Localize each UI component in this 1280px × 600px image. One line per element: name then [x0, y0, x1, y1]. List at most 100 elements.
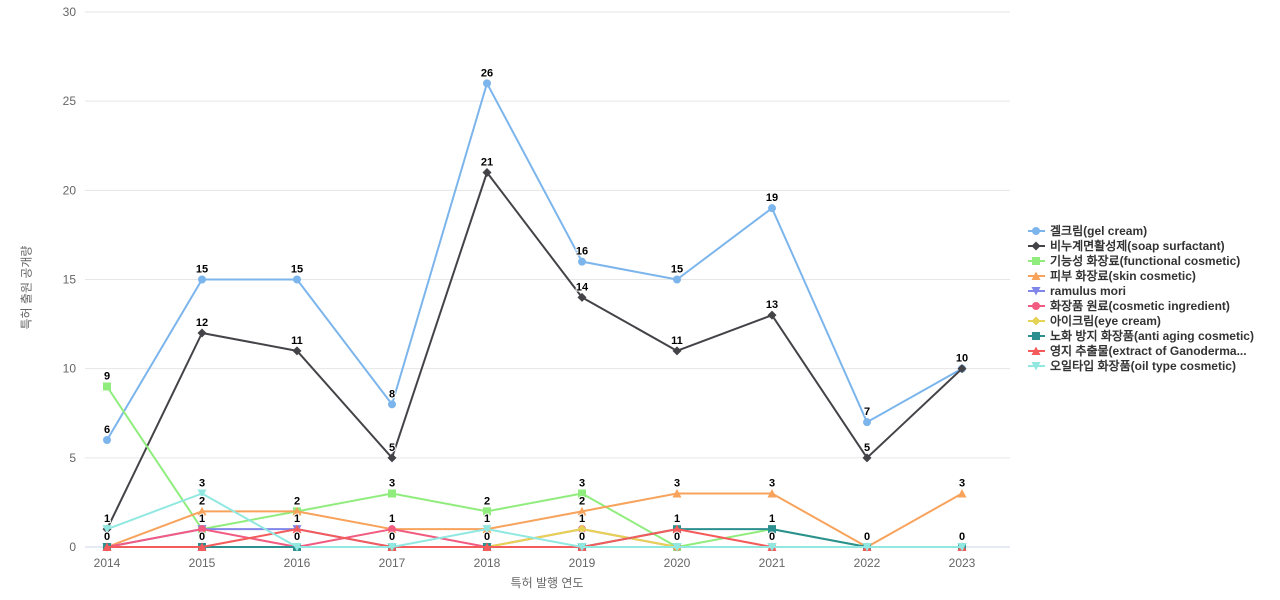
- x-tick-label: 2015: [189, 556, 216, 570]
- data-label: 0: [674, 531, 680, 543]
- diamond-legend-icon: [1028, 316, 1045, 325]
- data-point[interactable]: [862, 453, 872, 463]
- data-point[interactable]: [293, 275, 301, 284]
- series-line-1[interactable]: [106, 171, 963, 530]
- data-label: 1: [674, 513, 680, 525]
- data-point[interactable]: [198, 275, 206, 284]
- data-point[interactable]: [578, 257, 586, 266]
- data-point[interactable]: [957, 489, 967, 498]
- data-point[interactable]: [387, 453, 397, 463]
- data-point[interactable]: [578, 489, 586, 498]
- data-point[interactable]: [577, 292, 587, 302]
- legend-label: 기능성 화장료(functional cosmetic): [1050, 254, 1241, 268]
- data-label: 0: [959, 531, 965, 543]
- data-label: 1: [484, 513, 490, 525]
- circle-legend-icon: [1028, 226, 1045, 235]
- legend-label: 노화 방지 화장품(anti aging cosmetic): [1050, 329, 1254, 343]
- data-point[interactable]: [483, 507, 491, 516]
- data-point[interactable]: [672, 543, 682, 552]
- data-point[interactable]: [577, 524, 587, 534]
- data-point[interactable]: [672, 489, 682, 498]
- series-line-3[interactable]: [106, 492, 963, 548]
- data-point[interactable]: [482, 525, 492, 534]
- data-label: 2: [484, 495, 490, 507]
- data-point[interactable]: [198, 525, 206, 534]
- data-label: 2: [579, 495, 585, 507]
- data-point[interactable]: [482, 168, 492, 177]
- legend-label: 피부 화장료(skin cosmetic): [1050, 269, 1196, 283]
- data-point[interactable]: [292, 543, 302, 552]
- series-line-9[interactable]: [106, 492, 962, 548]
- data-point[interactable]: [767, 310, 777, 320]
- legend-item-2[interactable]: 기능성 화장료(functional cosmetic): [1028, 253, 1254, 268]
- data-label: 2: [199, 495, 205, 507]
- data-label: 0: [769, 531, 775, 543]
- data-point[interactable]: [103, 436, 111, 444]
- data-point[interactable]: [103, 382, 111, 391]
- legend-marker: [1031, 286, 1041, 295]
- legend-marker: [1031, 316, 1041, 325]
- data-point[interactable]: [577, 543, 587, 552]
- data-label: 0: [389, 531, 395, 543]
- legend-marker: [1031, 271, 1041, 280]
- legend-item-9[interactable]: 오일타입 화장품(oil type cosmetic): [1028, 358, 1254, 373]
- legend-label: ramulus mori: [1050, 283, 1127, 298]
- data-point[interactable]: [102, 542, 112, 552]
- data-point[interactable]: [102, 525, 112, 534]
- data-label: 2: [294, 495, 300, 507]
- data-point[interactable]: [768, 204, 776, 213]
- y-tick-label: 10: [63, 362, 77, 376]
- legend-marker: [1032, 331, 1040, 340]
- data-point[interactable]: [672, 346, 682, 356]
- data-point[interactable]: [768, 525, 776, 534]
- data-point[interactable]: [197, 328, 207, 338]
- legend-item-0[interactable]: 겔크림(gel cream): [1028, 223, 1254, 238]
- data-point[interactable]: [292, 524, 302, 534]
- data-label: 8: [389, 388, 395, 400]
- data-point[interactable]: [197, 489, 207, 499]
- data-point[interactable]: [483, 79, 491, 88]
- legend-label: 화장품 원료(cosmetic ingredient): [1050, 299, 1230, 313]
- legend-label: 오일타입 화장품(oil type cosmetic): [1050, 359, 1236, 373]
- data-label: 3: [389, 478, 395, 490]
- data-point[interactable]: [388, 400, 396, 409]
- legend-item-1[interactable]: 비누계면활성제(soap surfactant): [1028, 238, 1254, 253]
- legend-item-7[interactable]: 노화 방지 화장품(anti aging cosmetic): [1028, 328, 1254, 343]
- data-point[interactable]: [767, 543, 777, 552]
- data-point[interactable]: [672, 524, 682, 534]
- data-point[interactable]: [197, 506, 207, 516]
- triangle-legend-icon: [1028, 271, 1045, 280]
- legend-item-5[interactable]: 화장품 원료(cosmetic ingredient): [1028, 298, 1254, 313]
- data-label: 5: [389, 442, 395, 454]
- data-point[interactable]: [863, 418, 871, 427]
- data-label: 11: [671, 335, 683, 347]
- data-point[interactable]: [767, 489, 777, 498]
- data-point[interactable]: [957, 543, 967, 552]
- data-label: 0: [104, 531, 110, 543]
- legend-item-6[interactable]: 아이크림(eye cream): [1028, 313, 1254, 328]
- series-line-2[interactable]: [106, 385, 962, 548]
- data-point[interactable]: [292, 506, 302, 516]
- data-point[interactable]: [197, 542, 207, 552]
- data-point[interactable]: [673, 275, 681, 284]
- data-label: 0: [864, 531, 870, 543]
- data-point[interactable]: [388, 525, 396, 534]
- data-label: 11: [291, 335, 303, 347]
- legend-marker: [1032, 256, 1040, 265]
- data-point[interactable]: [292, 346, 302, 356]
- x-tick-label: 2017: [379, 556, 406, 570]
- data-point[interactable]: [482, 542, 492, 552]
- legend-item-3[interactable]: 피부 화장료(skin cosmetic): [1028, 268, 1254, 283]
- x-axis-title: 특허 발행 연도: [510, 576, 584, 590]
- series-line-0[interactable]: [106, 82, 963, 441]
- data-point[interactable]: [957, 364, 967, 374]
- data-point[interactable]: [388, 489, 396, 498]
- legend-item-4[interactable]: ramulus mori: [1028, 283, 1254, 298]
- data-point[interactable]: [577, 506, 587, 516]
- data-point[interactable]: [387, 543, 397, 552]
- data-point[interactable]: [862, 543, 872, 552]
- legend-item-8[interactable]: 영지 추출물(extract of Ganoderma...: [1028, 343, 1254, 358]
- legend-label: 비누계면활성제(soap surfactant): [1050, 239, 1225, 253]
- legend-marker: [1032, 226, 1040, 235]
